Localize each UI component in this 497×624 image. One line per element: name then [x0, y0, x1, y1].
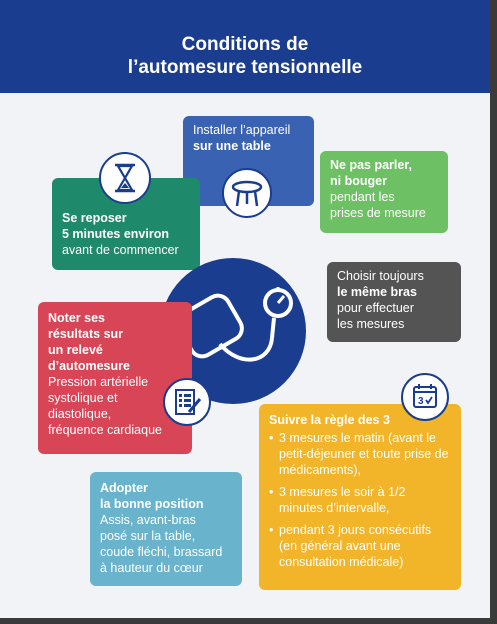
- card-table-line1: Installer l’appareil: [193, 123, 291, 137]
- card-table-line2: sur une table: [193, 139, 271, 153]
- calendar-number: 3: [418, 396, 424, 407]
- clipboard-icon: [175, 389, 202, 415]
- calendar-icon: 3: [413, 384, 437, 408]
- card-arm-line4: les mesures: [337, 317, 405, 331]
- card-position-line5: coude fléchi, brassard: [100, 545, 223, 559]
- page-title-line2: l’automesure tensionnelle: [127, 57, 363, 78]
- card-rule-of-three: Suivre la règle des 3 3 mesures le matin…: [259, 404, 461, 590]
- card-arm-line3: pour effectuer: [337, 301, 414, 315]
- card-record-line8: fréquence cardiaque: [48, 423, 162, 437]
- table-icon-circle: [222, 168, 272, 218]
- card-rule-title: Suivre la règle des 3: [269, 413, 390, 427]
- card-talk-line2: ni bouger: [330, 174, 387, 188]
- hourglass-icon: [115, 163, 135, 193]
- card-rest-line3: avant de commencer: [62, 243, 179, 257]
- card-rest-line2: 5 minutes environ: [62, 227, 169, 241]
- rule-item-2: 3 mesures le soir à 1/2 minutes d’interv…: [269, 484, 451, 516]
- table-icon: [231, 180, 263, 207]
- card-position-line6: à hauteur du cœur: [100, 561, 203, 575]
- card-position-line3: Assis, avant-bras: [100, 513, 196, 527]
- card-talk-line3: pendant les: [330, 190, 395, 204]
- card-record-results: Noter ses résultats sur un relevé d’auto…: [38, 302, 192, 454]
- hourglass-icon-circle: [99, 152, 151, 204]
- card-position-line4: posé sur la table,: [100, 529, 196, 543]
- card-same-arm: Choisir toujours le même bras pour effec…: [327, 262, 461, 342]
- header-banner: Conditions de l’automesure tensionnelle: [0, 0, 490, 93]
- clipboard-icon-circle: [163, 378, 211, 426]
- right-edge: [490, 0, 497, 624]
- card-record-line4: d’automesure: [48, 359, 130, 373]
- card-arm-line2: le même bras: [337, 285, 417, 299]
- rule-item-1: 3 mesures le matin (avant le petit-déjeu…: [269, 430, 451, 478]
- card-arm-line1: Choisir toujours: [337, 269, 424, 283]
- card-record-line1: Noter ses: [48, 311, 105, 325]
- bottom-edge: [0, 618, 497, 624]
- card-position-line1: Adopter: [100, 481, 148, 495]
- rule-list: 3 mesures le matin (avant le petit-déjeu…: [269, 430, 451, 570]
- card-record-line2: résultats sur: [48, 327, 124, 341]
- calendar-icon-circle: 3: [401, 373, 449, 421]
- card-record-line3: un relevé: [48, 343, 103, 357]
- card-record-line5: Pression artérielle: [48, 375, 149, 389]
- card-record-line7: diastolique,: [48, 407, 112, 421]
- card-talk-line1: Ne pas parler,: [330, 158, 412, 172]
- card-rest-line1: Se reposer: [62, 211, 127, 225]
- card-position-line2: la bonne position: [100, 497, 204, 511]
- card-good-position: Adopter la bonne position Assis, avant-b…: [90, 472, 242, 586]
- card-record-line6: systolique et: [48, 391, 118, 405]
- card-no-talk: Ne pas parler, ni bouger pendant les pri…: [320, 151, 448, 233]
- rule-item-3: pendant 3 jours consécutifs (en général …: [269, 522, 451, 570]
- card-talk-line4: prises de mesure: [330, 206, 426, 220]
- page-title-line1: Conditions de: [181, 34, 309, 55]
